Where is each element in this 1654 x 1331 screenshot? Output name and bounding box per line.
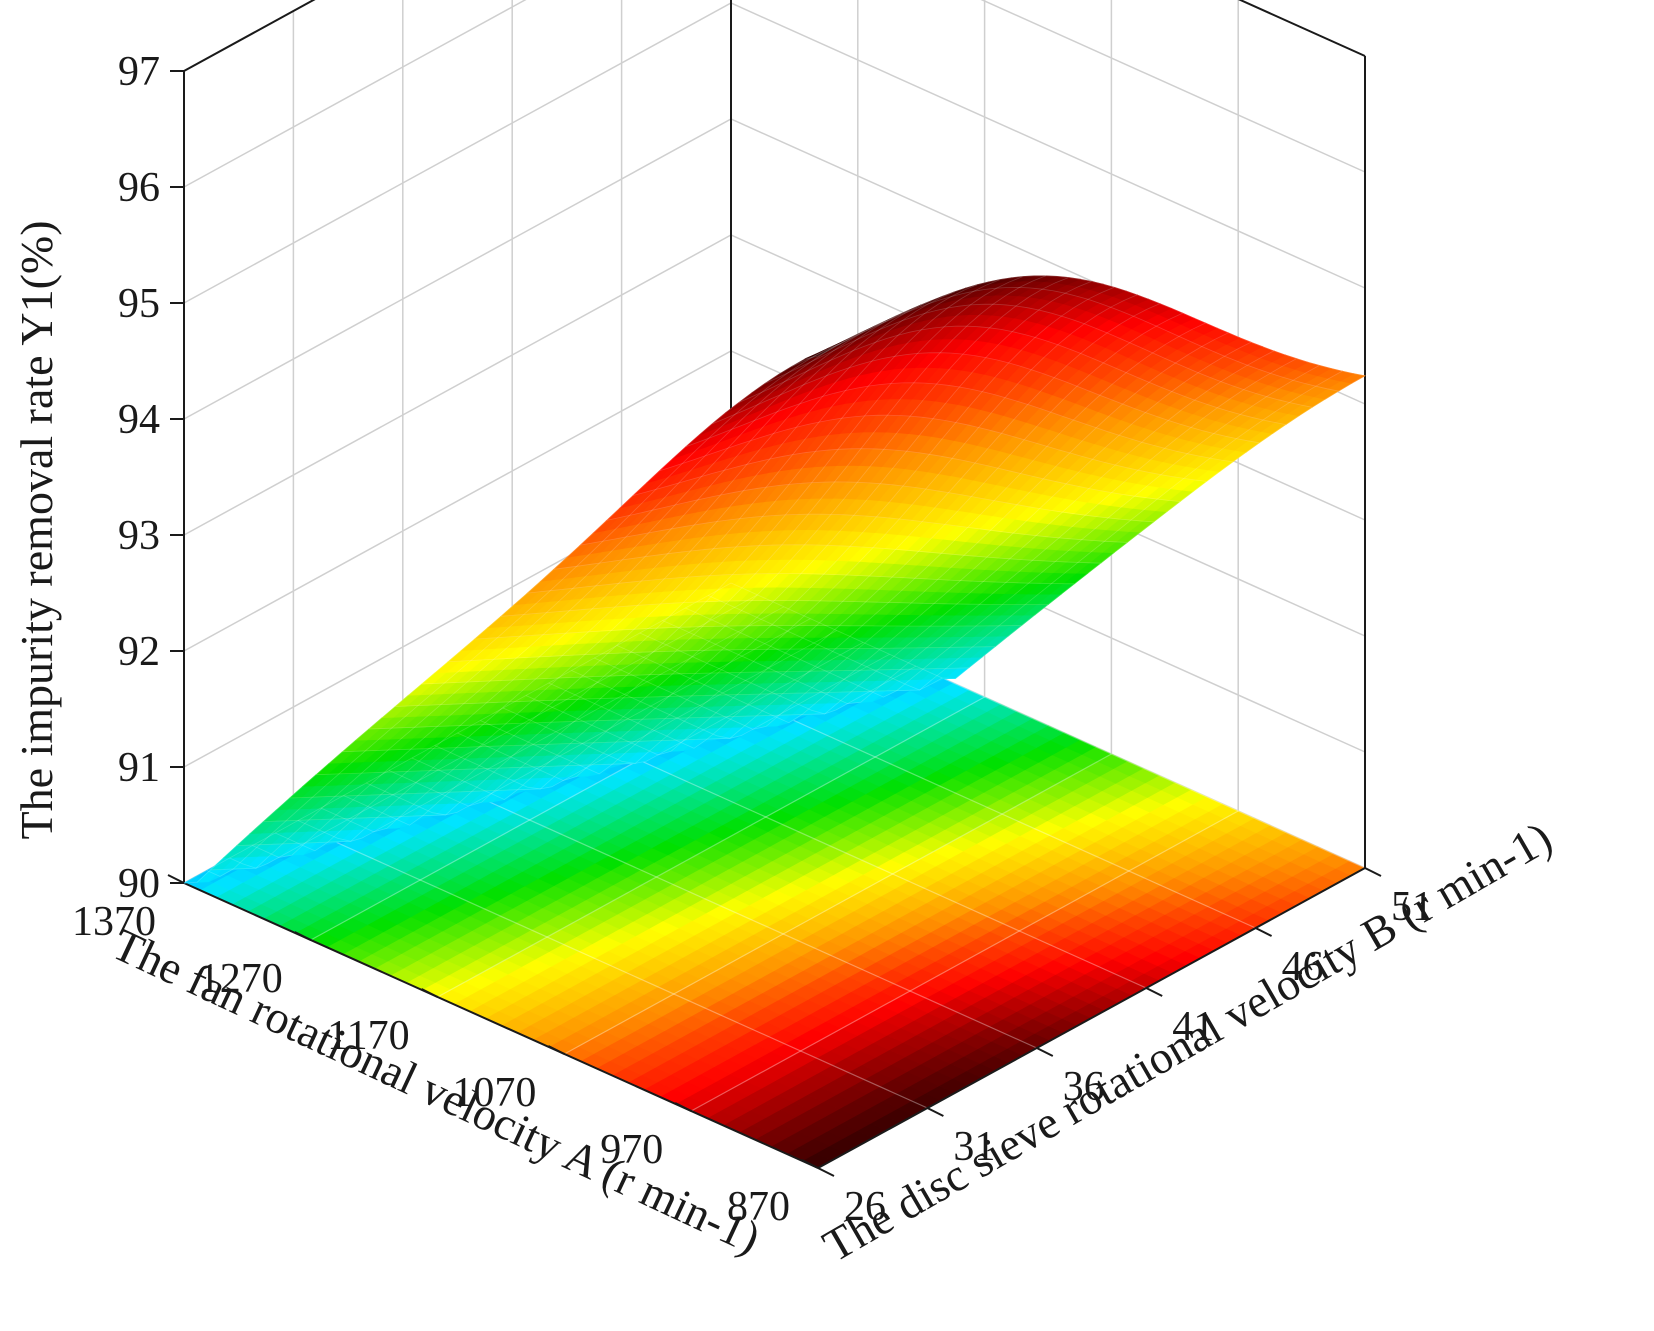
floor-gridline-a (437, 696, 985, 998)
z-tick-label: 93 (118, 513, 160, 559)
y-tick (817, 1167, 835, 1177)
frame-edge (183, 882, 819, 1169)
frame-edge (183, 0, 316, 72)
y-tick (1364, 867, 1382, 877)
z-tick-label: 96 (118, 165, 160, 211)
wall-gridline-z (183, 2, 1366, 304)
y-tick (1036, 1047, 1054, 1057)
z-tick-label: 92 (118, 629, 160, 675)
y-tick (926, 1107, 944, 1117)
floor-gridline-b (402, 762, 1038, 1049)
y-tick (1255, 927, 1273, 937)
z-axis-title: The impurity removal rate Y1(%) (11, 220, 62, 839)
z-tick-label: 94 (118, 397, 160, 443)
z-tick-label: 97 (118, 49, 160, 95)
frame-edge (1237, 0, 1366, 57)
wall-gridline-z (183, 0, 1366, 188)
frame-edge (817, 867, 1366, 1169)
response-surface (183, 275, 1366, 884)
z-tick-label: 91 (118, 745, 160, 791)
wall-gridline-z (183, 0, 1366, 72)
floor-gridline-b (293, 822, 928, 1109)
z-tick-label: 95 (118, 281, 160, 327)
floor-gridline-a (564, 753, 1112, 1055)
x-tick (167, 874, 185, 884)
y-tick (1145, 987, 1163, 997)
floor-gridline-a (690, 810, 1239, 1112)
